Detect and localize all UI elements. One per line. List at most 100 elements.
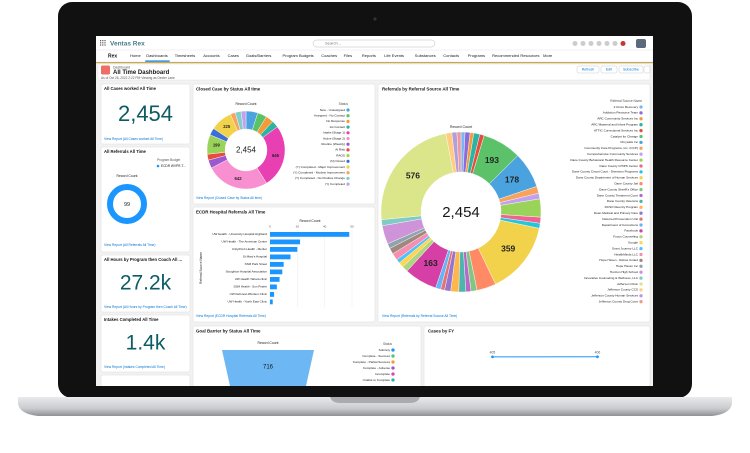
header-icon[interactable] [589,41,594,46]
legend-item: Facebook [624,229,638,233]
legend-dot [346,177,349,180]
nav-tab[interactable]: Goals/Barriers [246,53,272,58]
segment-label: 576 [406,170,420,180]
legend-dot [639,153,642,156]
app-launcher-dot [102,44,103,45]
legend-dot [391,372,394,375]
legend-item: Dean Medical and Primary Care [594,211,638,215]
legend-item: Focus Counseling [613,235,638,239]
legend-item: ARC Maternal and Infant Program [591,123,638,127]
header-icon[interactable] [605,41,610,46]
legend-dot [346,148,349,151]
metric-title: All Hours by Program then Coach All ... [104,257,182,262]
legend-dot [639,271,642,274]
legend-dot [639,182,642,185]
metric-link[interactable]: View Report (Intakes Completed All Time) [104,365,165,369]
legend-item: Jefferson County CCS [607,288,638,292]
category-label: UW Health Yahara clinic [235,277,268,281]
header-button-label[interactable]: Refresh [582,68,595,72]
card-link[interactable]: View Report (Referrals by Referral Sourc… [382,314,457,318]
legend-item: Assigned - No Contact [314,114,345,118]
legend-dot [391,348,394,351]
header-icon[interactable] [581,41,586,46]
legend-item: (Y) Completed - Modest Improvement [293,171,345,175]
legend-dot [346,171,349,174]
header-button-label[interactable]: Edit [606,68,612,72]
legend-dot [639,105,642,108]
metric-link[interactable]: View Report (All Cases worked All Time) [104,137,163,141]
legend-item: Dane County Veterans [607,199,639,203]
header-icon[interactable] [597,41,602,46]
legend-item: Incomplete [375,372,390,376]
header-label: Dashboard [113,65,130,69]
segment-label: 193 [485,155,499,165]
legend-item: Jefferson County Human Services [591,294,638,298]
nav-tab[interactable]: Timesheets [175,53,196,58]
legend-item: (Y) Completed - No Positive Change [295,176,345,180]
legend-dot [639,117,642,120]
legend-dot [346,131,349,134]
donut-total: 2,454 [236,146,257,155]
card-link[interactable]: View Report (Closed Case by Status All t… [196,196,262,200]
nav-tab[interactable]: Dashboards [146,53,168,58]
legend-dot [639,217,642,220]
bar [270,277,280,282]
legend-item: Unable to Complete [363,378,391,382]
nav-tab[interactable]: Programs [468,53,485,58]
card-link[interactable]: View Report (ECDR Hospital Referrals All… [196,314,266,318]
nav-tab[interactable]: Coaches [321,53,337,58]
legend-item: Catalyst for Change [611,134,639,138]
card [193,207,375,322]
legend-dot [639,276,642,279]
card-link[interactable]: View Report (All Referrals All Time) [104,243,155,247]
active-tab [145,61,170,62]
category-label: Stoughton Hospital Association [226,270,268,274]
nav-tab[interactable]: Reports [362,53,376,58]
legend-item: Chrysalis Inc [620,140,638,144]
point [491,355,494,358]
nav-tab[interactable]: Recommended Resources [492,53,539,58]
nav-tab[interactable]: Home [130,53,141,58]
app-launcher-dot [104,42,105,43]
bar [270,285,277,290]
more-button[interactable] [644,66,650,73]
header-button-label[interactable]: Subscribe [623,68,639,72]
segment-label: 642 [235,176,243,181]
legend-dot [346,154,349,157]
legend-item: At Risk [335,148,345,152]
nav-tab[interactable]: Substances [415,53,436,58]
nav-tab[interactable]: Accounts [203,53,219,58]
nav-tab[interactable]: Life Events [384,53,404,58]
nav-tab[interactable]: More [543,53,553,58]
legend-dot [639,212,642,215]
app-launcher-dot [104,40,105,41]
legend-item: 2 Cinco Recovery [614,105,639,109]
legend-dot [346,160,349,163]
avatar[interactable] [636,39,646,48]
legend-dot [346,183,349,186]
header-icon[interactable] [613,41,618,46]
header-icon[interactable] [573,41,578,46]
nav-tab[interactable]: Files [344,53,352,58]
axis-label: Referral Source Name [199,252,203,284]
nav-tab[interactable]: Cases [228,53,239,58]
segment-label: 646 [272,153,280,158]
x-tick-label: 60 [350,224,354,228]
legend-dot [346,137,349,140]
header-icon[interactable] [621,41,626,46]
legend-dot [639,158,642,161]
axis-label: Record Count [117,174,138,178]
category-label: UnityPoint Health - Meriter [232,247,267,251]
app-launcher-dot [100,44,101,45]
nav-tab[interactable]: Contacts [443,53,459,58]
legend-dot [639,200,642,203]
segment-label: 178 [505,175,519,185]
nav-tab[interactable]: Program Budgets [283,53,314,58]
app-launcher-dot [100,42,101,43]
category-label: SSM Park Street [245,262,268,266]
legend-item: Comprehensive Community Services [587,152,638,156]
metric-title: All Cases worked All Time [104,86,157,91]
metric-link[interactable]: View Report (All Hours by Program then C… [104,305,187,309]
